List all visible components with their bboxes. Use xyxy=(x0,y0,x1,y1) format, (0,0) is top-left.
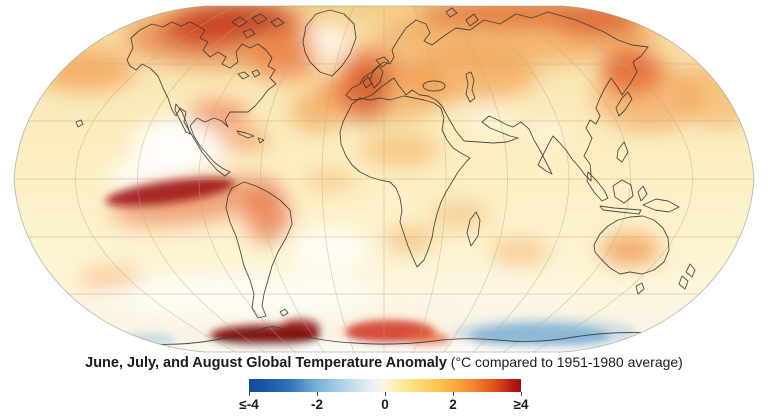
anomaly-southern-ocean-pale-east xyxy=(390,285,590,315)
colorbar-tick-label: 2 xyxy=(449,397,457,412)
world-map xyxy=(13,5,755,353)
colorbar-tick-mark xyxy=(385,392,386,396)
colorbar-tick-label: ≥4 xyxy=(513,397,529,412)
anomaly-africa-central-orange xyxy=(360,132,440,168)
anomaly-equatorial-atlantic-orange xyxy=(304,169,356,191)
anomaly-antarctica-dark-red2 xyxy=(280,319,320,337)
anomaly-southern-ocean-white-west xyxy=(100,276,380,316)
colorbar-tick-mark xyxy=(317,392,318,396)
map-title-main: June, July, and August Global Temperatur… xyxy=(85,355,447,371)
anomaly-labrador-sea-orange xyxy=(250,38,320,82)
map-title: June, July, and August Global Temperatur… xyxy=(0,353,768,373)
anomaly-brazil-red-orange xyxy=(246,188,290,242)
anomaly-greenland-pale xyxy=(308,25,348,59)
anomaly-caribbean-orange xyxy=(214,129,270,151)
anomaly-south-africa-orange xyxy=(385,227,435,253)
anomaly-south-pacific-orange xyxy=(78,268,142,288)
colorbar-tick-label: ≤-4 xyxy=(239,397,259,412)
colorbar xyxy=(249,379,521,392)
anomaly-indian-ocean-orange xyxy=(490,239,550,265)
colorbar-tick-label: -2 xyxy=(310,397,324,412)
coastlines xyxy=(54,7,739,345)
anomaly-central-asia-orange xyxy=(398,49,538,101)
anomaly-ice-shelf-white xyxy=(60,345,740,352)
anomaly-australia-orange xyxy=(600,234,660,266)
anomaly-npac-left-orange xyxy=(35,48,135,92)
anomaly-arabia-pale xyxy=(462,109,518,135)
anomaly-soft-layer xyxy=(35,6,754,316)
anomaly-north-atlantic-orange2 xyxy=(315,76,375,104)
anomaly-peru-coast-dark-red xyxy=(105,177,235,207)
anomaly-south-atlantic-white xyxy=(290,228,370,272)
colorbar-tick-mark xyxy=(249,392,250,396)
colorbar-tick-label: 0 xyxy=(381,397,389,412)
colorbar-tick-mark xyxy=(521,392,522,396)
anomaly-mexico-gulf-orange xyxy=(188,102,248,128)
colorbar-legend: ≤-4 -2 0 2 ≥4 xyxy=(239,379,528,415)
map-outline xyxy=(13,5,755,353)
map-title-units: (°C compared to 1951-1980 average) xyxy=(450,354,683,370)
world-map-svg xyxy=(13,5,755,353)
anomaly-npac-right-orange xyxy=(680,61,754,129)
anomaly-east-antarctica-blue-halo xyxy=(453,317,637,349)
colorbar-tick-mark xyxy=(453,392,454,396)
anomaly-india-pale xyxy=(528,123,572,147)
anomaly-antarctic-pale-blue-right xyxy=(655,325,735,343)
graticule xyxy=(14,6,754,352)
anomaly-west-indian-orange xyxy=(430,201,490,229)
